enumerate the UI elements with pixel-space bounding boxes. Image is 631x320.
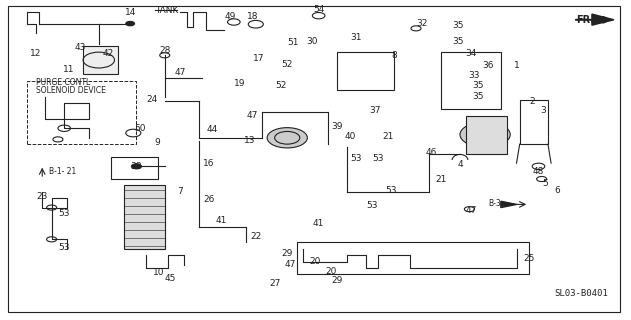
Text: 44: 44 — [206, 125, 218, 134]
Text: 52: 52 — [275, 81, 286, 90]
Text: 53: 53 — [385, 186, 397, 195]
Text: 47: 47 — [175, 68, 186, 77]
Text: 21: 21 — [435, 174, 447, 184]
Bar — [338, 52, 394, 90]
Text: 14: 14 — [124, 8, 136, 17]
Text: 8: 8 — [391, 51, 397, 60]
Text: 22: 22 — [251, 232, 261, 241]
Text: SOLENOID DEVICE: SOLENOID DEVICE — [36, 86, 106, 95]
Text: 40: 40 — [345, 132, 356, 141]
Text: 41: 41 — [216, 216, 227, 225]
Text: 5: 5 — [542, 179, 548, 188]
Text: 53: 53 — [351, 154, 362, 163]
Text: 34: 34 — [466, 49, 477, 58]
Text: 23: 23 — [37, 192, 48, 201]
Polygon shape — [501, 201, 517, 208]
Text: 26: 26 — [203, 195, 215, 204]
Text: 35: 35 — [472, 92, 483, 101]
Polygon shape — [592, 14, 614, 25]
Text: 53: 53 — [366, 202, 378, 211]
Text: 3: 3 — [540, 106, 546, 115]
Text: 47: 47 — [466, 206, 477, 215]
Text: 20: 20 — [310, 257, 321, 266]
Text: 32: 32 — [416, 19, 428, 28]
Text: 35: 35 — [452, 36, 464, 45]
Text: 51: 51 — [288, 38, 299, 47]
Text: 20: 20 — [326, 267, 337, 276]
Text: 36: 36 — [483, 61, 494, 70]
Text: 25: 25 — [523, 254, 535, 263]
Text: 45: 45 — [164, 275, 175, 284]
Text: FR.: FR. — [576, 15, 594, 25]
Text: 53: 53 — [59, 209, 70, 219]
Text: 35: 35 — [472, 81, 483, 90]
Text: 52: 52 — [281, 60, 293, 69]
Text: 53: 53 — [372, 154, 384, 163]
Text: SL03-B0401: SL03-B0401 — [554, 289, 608, 298]
Text: 50: 50 — [134, 124, 145, 133]
Text: 9: 9 — [155, 138, 160, 147]
Text: 42: 42 — [103, 49, 114, 58]
Bar — [111, 157, 158, 179]
Text: 49: 49 — [225, 12, 237, 21]
Text: 47: 47 — [247, 111, 258, 120]
Bar — [520, 100, 548, 144]
Text: PURGE CONTL: PURGE CONTL — [36, 78, 90, 87]
Text: 39: 39 — [332, 122, 343, 131]
Bar — [83, 46, 117, 74]
Text: 37: 37 — [369, 106, 381, 115]
Text: 30: 30 — [307, 36, 318, 45]
Text: 28: 28 — [159, 46, 170, 55]
Text: 1: 1 — [514, 61, 519, 70]
Circle shape — [460, 122, 510, 147]
Text: 4: 4 — [457, 160, 463, 169]
Text: B-3: B-3 — [488, 199, 501, 208]
Text: 35: 35 — [452, 21, 464, 30]
Bar — [466, 116, 507, 154]
Text: 17: 17 — [253, 54, 265, 63]
Text: 19: 19 — [234, 79, 246, 88]
Circle shape — [267, 128, 307, 148]
Text: 16: 16 — [203, 159, 215, 168]
Text: 41: 41 — [313, 219, 324, 228]
Bar — [124, 185, 165, 249]
Text: 29: 29 — [332, 276, 343, 285]
Text: 38: 38 — [131, 162, 142, 171]
Text: 53: 53 — [59, 243, 70, 252]
Bar — [27, 81, 136, 144]
Circle shape — [131, 164, 141, 169]
Text: 46: 46 — [426, 148, 437, 156]
Text: 7: 7 — [177, 187, 184, 196]
Text: 13: 13 — [244, 136, 256, 146]
Text: 12: 12 — [30, 49, 42, 58]
Text: TANK: TANK — [155, 6, 179, 15]
Text: 11: 11 — [63, 65, 74, 74]
Text: B-1- 21: B-1- 21 — [49, 167, 76, 176]
Text: 54: 54 — [313, 5, 324, 14]
Text: 43: 43 — [74, 43, 86, 52]
Text: 33: 33 — [468, 71, 480, 80]
Text: 6: 6 — [555, 186, 560, 195]
Text: 18: 18 — [247, 12, 259, 21]
Text: 48: 48 — [533, 167, 544, 176]
Text: 21: 21 — [382, 132, 394, 141]
Text: 2: 2 — [529, 97, 535, 106]
Text: 24: 24 — [146, 95, 158, 104]
Text: 10: 10 — [153, 268, 164, 277]
Text: 29: 29 — [281, 249, 293, 258]
Text: 47: 47 — [285, 260, 296, 269]
Bar — [441, 52, 501, 109]
Text: 31: 31 — [351, 33, 362, 42]
Text: 27: 27 — [269, 279, 280, 288]
Bar — [297, 243, 529, 274]
Circle shape — [126, 21, 134, 26]
